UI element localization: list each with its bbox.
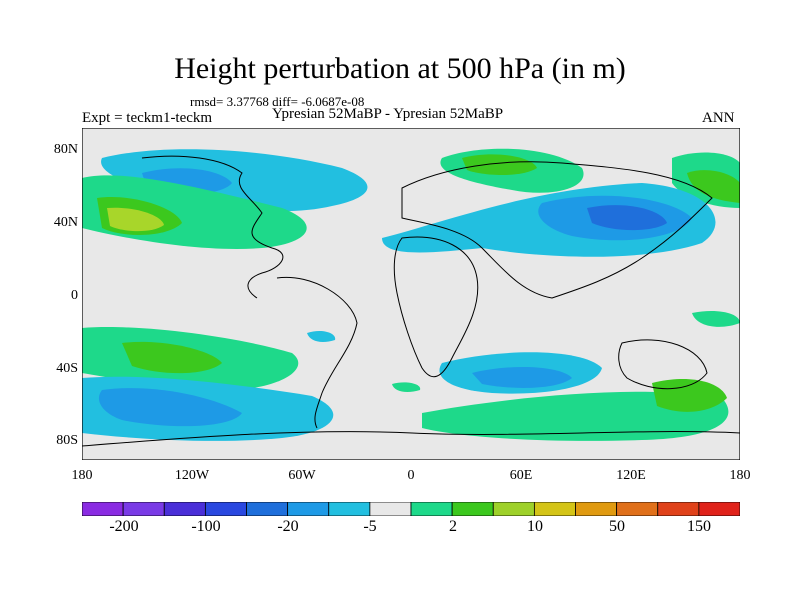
lat-label-80s: 80S [56, 433, 78, 448]
contour-pos-small-mid [392, 382, 421, 392]
colorbar-box-2 [163, 502, 206, 516]
colorbar-box-4 [246, 502, 289, 516]
coast-antarctica [82, 431, 740, 447]
colorbar-box-12 [575, 502, 618, 516]
colorbar-label-1: -100 [191, 518, 221, 535]
lat-label-80n: 80N [53, 142, 78, 157]
coast-north-america [141, 155, 284, 299]
lon-label-60e: 60E [509, 468, 533, 483]
contour-neg-small-mid [307, 330, 336, 342]
colorbar-label-3: -5 [363, 518, 377, 535]
contour-pos-small-east [692, 311, 740, 327]
coastlines [82, 155, 740, 447]
contour-pos-south-east-core [652, 378, 727, 412]
colorbar-box-8 [410, 502, 453, 516]
colorbar-box-14 [657, 502, 700, 516]
contour-fields [82, 148, 740, 441]
colorbar-label-2: -20 [277, 518, 299, 535]
colorbar-label-0: -200 [109, 518, 139, 535]
colorbar-box-13 [616, 502, 659, 516]
contour-pos-pacific-peak [107, 207, 164, 232]
contour-pos-europe-core [462, 154, 537, 175]
lon-label-180e: 180 [729, 468, 751, 483]
colorbar-box-10 [492, 502, 535, 516]
lon-label-0: 0 [407, 468, 415, 483]
contour-pos-east-core [687, 170, 740, 203]
coast-africa [393, 236, 479, 378]
stats-line: rmsd= 3.37768 diff= -6.0687e-08 [190, 94, 365, 109]
coast-south-america [276, 276, 358, 429]
coast-australia [618, 339, 708, 390]
colorbar-box-15 [698, 502, 740, 516]
colorbar-label-6: 50 [609, 518, 625, 535]
season-label: ANN [702, 110, 735, 126]
contour-neg-pacific-north [101, 149, 368, 212]
experiment-label: Expt = teckm1-teckm [82, 110, 213, 126]
colorbar-box-3 [204, 502, 247, 516]
colorbar-label-7: 150 [687, 518, 711, 535]
colorbar-box-7 [369, 502, 412, 516]
contour-neg-south-west-core [98, 388, 242, 427]
lon-label-120w: 120W [174, 468, 210, 483]
colorbar-box-11 [533, 502, 576, 516]
contour-pos-south-east [422, 391, 729, 441]
contour-pos-south-west-core [122, 341, 222, 374]
lat-label-0: 0 [71, 288, 78, 303]
colorbar-label-4: 2 [449, 518, 457, 535]
colorbar-box-6 [328, 502, 371, 516]
lon-label-60w: 60W [288, 468, 316, 483]
lat-label-40s: 40S [56, 361, 78, 376]
colorbar-box-5 [287, 502, 330, 516]
coast-eurasia [401, 161, 713, 299]
lon-label-180w: 180 [71, 468, 93, 483]
colorbar-label-5: 10 [527, 518, 543, 535]
colorbar-box-0 [82, 502, 124, 516]
contour-neg-south-east-core [472, 366, 572, 388]
colorbar [82, 502, 740, 516]
map-plot [82, 128, 740, 460]
colorbar-box-1 [122, 502, 165, 516]
contour-neg-asia-peak [587, 205, 667, 231]
colorbar-box-9 [451, 502, 494, 516]
lat-label-40n: 40N [53, 215, 78, 230]
subtitle: Ypresian 52MaBP - Ypresian 52MaBP [272, 106, 504, 122]
plot-title: Height perturbation at 500 hPa (in m) [174, 52, 626, 85]
lon-label-120e: 120E [616, 468, 646, 483]
